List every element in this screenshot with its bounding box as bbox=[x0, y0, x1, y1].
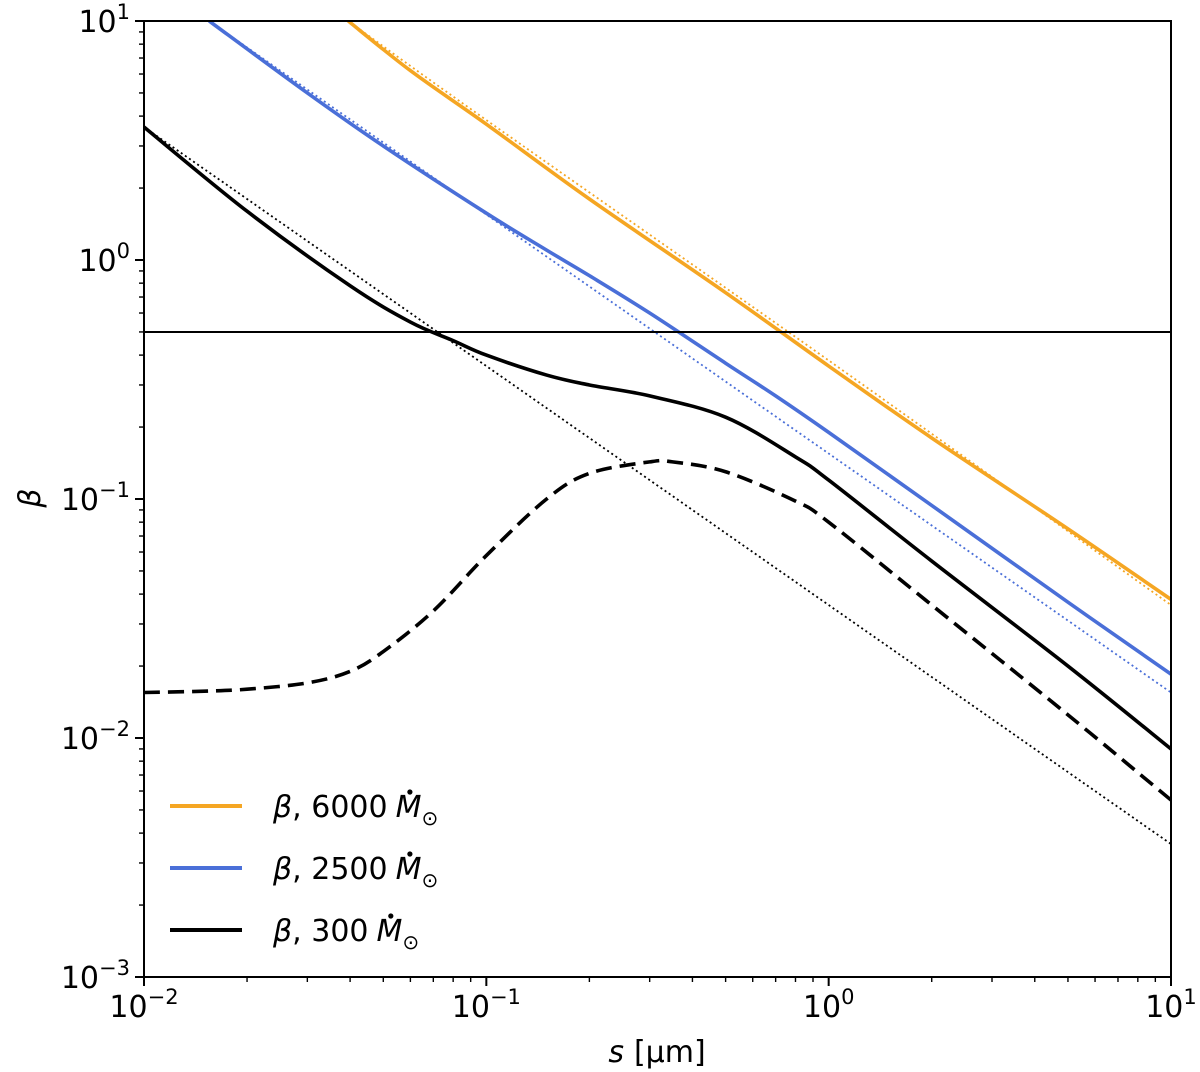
x-tick-label: 10−2 bbox=[109, 985, 178, 1025]
series-line-beta-6000-dotted bbox=[347, 21, 1171, 606]
y-tick-label: 10−2 bbox=[61, 717, 130, 757]
legend: β, 6000 M⊙β, 2500 M⊙β, 300 M⊙ bbox=[170, 789, 438, 954]
legend-mdot-dot bbox=[407, 789, 413, 795]
legend-beta: β bbox=[272, 914, 292, 949]
y-tick-label: 10−1 bbox=[61, 478, 130, 518]
y-tick-label: 10−3 bbox=[61, 956, 130, 996]
x-tick-base: 10 bbox=[452, 990, 490, 1025]
x-tick-base: 10 bbox=[1145, 990, 1183, 1025]
legend-beta: β bbox=[272, 790, 292, 825]
legend-label: β, 2500 M⊙ bbox=[272, 852, 438, 892]
x-tick-exponent: 0 bbox=[841, 985, 854, 1009]
x-tick-exponent: −1 bbox=[490, 985, 521, 1009]
series-line-beta-300-solid bbox=[144, 125, 1171, 751]
legend-comma: , bbox=[292, 852, 311, 887]
y-tick-exponent: 0 bbox=[117, 239, 130, 263]
y-tick-base: 10 bbox=[61, 722, 99, 757]
x-tick-base: 10 bbox=[109, 990, 147, 1025]
x-axis-label: s [μm] bbox=[608, 1035, 705, 1070]
y-axis-label: β bbox=[13, 488, 48, 508]
x-tick-base: 10 bbox=[803, 990, 841, 1025]
legend-beta: β bbox=[272, 852, 292, 887]
y-tick-base: 10 bbox=[78, 5, 116, 40]
legend-mdot-dot bbox=[388, 913, 394, 919]
legend-sun-subscript: ⊙ bbox=[402, 930, 419, 954]
x-tick-label: 101 bbox=[1145, 985, 1197, 1025]
legend-label: β, 6000 M⊙ bbox=[272, 790, 438, 830]
y-tick-exponent: −3 bbox=[99, 956, 130, 980]
y-tick-exponent: −2 bbox=[99, 717, 130, 741]
plot-frame bbox=[143, 20, 1172, 978]
y-tick-base: 10 bbox=[78, 244, 116, 279]
y-tick-exponent: −1 bbox=[99, 478, 130, 502]
series-line-beta-300-dashed bbox=[144, 458, 1171, 802]
legend-item-beta-300-solid: β, 300 M⊙ bbox=[170, 913, 419, 954]
legend-comma: , bbox=[292, 790, 311, 825]
legend-mdot: M bbox=[377, 914, 403, 949]
legend-comma: , bbox=[292, 914, 311, 949]
legend-value: 300 bbox=[311, 914, 368, 949]
legend-label: β, 300 M⊙ bbox=[272, 914, 419, 954]
series-line-beta-300-dotted bbox=[144, 126, 1171, 845]
y-tick-base: 10 bbox=[61, 483, 99, 518]
x-tick-label: 100 bbox=[803, 985, 855, 1025]
legend-item-beta-6000-solid: β, 6000 M⊙ bbox=[170, 789, 438, 830]
y-tick-base: 10 bbox=[61, 961, 99, 996]
x-tick-label: 10−1 bbox=[452, 985, 521, 1025]
x-tick-exponent: −2 bbox=[148, 985, 179, 1009]
y-tick-label: 101 bbox=[78, 0, 130, 40]
legend-mdot-dot bbox=[407, 851, 413, 857]
x-tick-exponent: 1 bbox=[1183, 985, 1196, 1009]
series-line-beta-6000-solid bbox=[347, 21, 1171, 601]
y-tick-label: 100 bbox=[78, 239, 130, 279]
series-layer bbox=[144, 21, 1171, 845]
legend-mdot: M bbox=[396, 852, 422, 887]
legend-sun-subscript: ⊙ bbox=[421, 868, 438, 892]
legend-value: 2500 bbox=[311, 852, 387, 887]
legend-sun-subscript: ⊙ bbox=[421, 806, 438, 830]
legend-mdot: M bbox=[396, 790, 422, 825]
legend-item-beta-2500-solid: β, 2500 M⊙ bbox=[170, 851, 438, 892]
series-line-beta-2500-dotted bbox=[208, 21, 1171, 694]
x-axis-unit: [μm] bbox=[634, 1035, 706, 1070]
x-axis-symbol: s bbox=[608, 1035, 624, 1070]
y-tick-exponent: 1 bbox=[117, 0, 130, 24]
series-line-beta-2500-solid bbox=[208, 21, 1171, 676]
legend-value: 6000 bbox=[311, 790, 387, 825]
